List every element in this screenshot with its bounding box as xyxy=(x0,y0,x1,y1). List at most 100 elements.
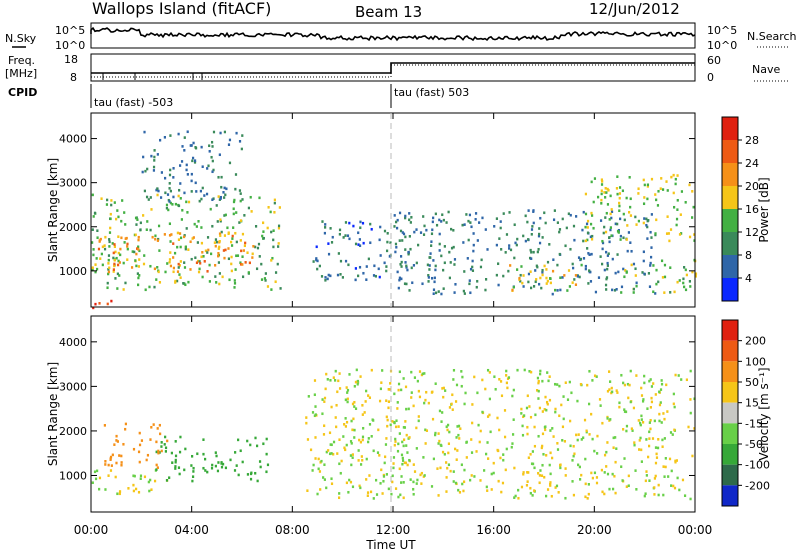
heatmap-cell xyxy=(191,479,194,483)
heatmap-cell xyxy=(593,471,597,475)
heatmap-cell xyxy=(593,374,597,378)
heatmap-cell xyxy=(107,254,111,257)
heatmap-cell xyxy=(590,237,594,241)
heatmap-cell xyxy=(108,231,112,234)
heatmap-cell xyxy=(107,272,110,276)
heatmap-cell xyxy=(197,270,201,274)
heatmap-cell xyxy=(362,271,365,275)
heatmap-cell xyxy=(648,285,652,288)
heatmap-cell xyxy=(601,490,604,494)
heatmap-cell xyxy=(346,391,349,394)
heatmap-cell xyxy=(109,212,112,216)
heatmap-cell xyxy=(391,474,394,478)
heatmap-cell xyxy=(578,275,581,279)
heatmap-cell xyxy=(241,255,244,258)
heatmap-cell xyxy=(435,223,439,227)
heatmap-cell xyxy=(422,215,425,218)
heatmap-cell xyxy=(394,487,398,490)
heatmap-cell xyxy=(237,438,240,442)
heatmap-cell xyxy=(191,159,194,163)
heatmap-cell xyxy=(106,302,109,306)
heatmap-cell xyxy=(385,269,388,273)
heatmap-cell xyxy=(325,372,328,376)
heatmap-cell xyxy=(586,497,589,500)
heatmap-cell xyxy=(200,226,203,229)
y-tick-label: 4000 xyxy=(59,336,87,349)
heatmap-cell xyxy=(113,262,116,266)
heatmap-cell xyxy=(586,238,589,242)
heatmap-cell xyxy=(568,380,571,384)
heatmap-cell xyxy=(538,227,541,230)
heatmap-cell xyxy=(516,368,519,372)
heatmap-cell xyxy=(594,290,598,294)
heatmap-cell xyxy=(194,181,197,185)
heatmap-cell xyxy=(138,431,141,435)
heatmap-cell xyxy=(101,263,104,267)
heatmap-cell xyxy=(358,238,361,241)
heatmap-cell xyxy=(132,489,135,493)
heatmap-cell xyxy=(468,282,471,286)
heatmap-cell xyxy=(210,466,214,470)
heatmap-cell xyxy=(357,449,360,452)
heatmap-cell xyxy=(529,486,532,490)
heatmap-cell xyxy=(351,456,354,459)
heatmap-cell xyxy=(622,212,625,216)
heatmap-cell xyxy=(449,469,452,473)
heatmap-cell xyxy=(321,412,324,416)
heatmap-cell xyxy=(691,190,694,193)
heatmap-cell xyxy=(254,436,257,440)
heatmap-cell xyxy=(514,241,517,245)
heatmap-cell xyxy=(112,251,115,255)
colorbar-segment xyxy=(722,232,738,255)
heatmap-cell xyxy=(381,369,384,372)
heatmap-cell xyxy=(399,229,403,233)
heatmap-cell xyxy=(576,275,579,278)
heatmap-cell xyxy=(240,147,243,151)
heatmap-cell xyxy=(397,495,400,499)
heatmap-cell xyxy=(534,413,537,417)
heatmap-cell xyxy=(225,187,228,191)
heatmap-cell xyxy=(177,266,180,269)
heatmap-cell xyxy=(672,484,675,488)
heatmap-cell xyxy=(403,426,407,429)
heatmap-cell xyxy=(108,238,111,241)
heatmap-cell xyxy=(104,235,107,239)
heatmap-cell xyxy=(135,487,138,491)
heatmap-cell xyxy=(654,292,657,295)
heatmap-cell xyxy=(394,440,397,443)
heatmap-cell xyxy=(256,246,260,250)
heatmap-cell xyxy=(513,223,516,227)
heatmap-cell xyxy=(462,489,465,493)
heatmap-cell xyxy=(572,493,576,497)
heatmap-cell xyxy=(401,456,404,460)
heatmap-cell xyxy=(404,461,407,465)
heatmap-cell xyxy=(258,460,262,463)
y-tick-label: 3000 xyxy=(59,380,87,393)
heatmap-cell xyxy=(206,470,209,474)
heatmap-cell xyxy=(646,237,649,240)
heatmap-cell xyxy=(423,372,426,375)
heatmap-cell xyxy=(234,187,237,191)
heatmap-cell xyxy=(660,382,664,386)
heatmap-cell xyxy=(193,161,197,164)
heatmap-cell xyxy=(158,423,161,427)
heatmap-cell xyxy=(214,263,217,267)
heatmap-cell xyxy=(235,254,238,258)
heatmap-cell xyxy=(415,261,418,265)
heatmap-cell xyxy=(171,461,174,464)
heatmap-cell xyxy=(164,435,167,439)
heatmap-cell xyxy=(465,440,468,444)
heatmap-cell xyxy=(216,220,219,223)
heatmap-cell xyxy=(144,288,147,292)
heatmap-cell xyxy=(532,250,535,254)
heatmap-cell xyxy=(199,189,203,193)
heatmap-cell xyxy=(688,183,691,187)
heatmap-cell xyxy=(93,470,97,474)
heatmap-cell xyxy=(499,226,502,230)
heatmap-cell xyxy=(385,415,388,419)
heatmap-cell xyxy=(369,222,372,226)
heatmap-cell xyxy=(582,436,585,440)
heatmap-cell xyxy=(479,429,482,433)
heatmap-cell xyxy=(663,291,666,294)
heatmap-cell xyxy=(233,279,236,282)
